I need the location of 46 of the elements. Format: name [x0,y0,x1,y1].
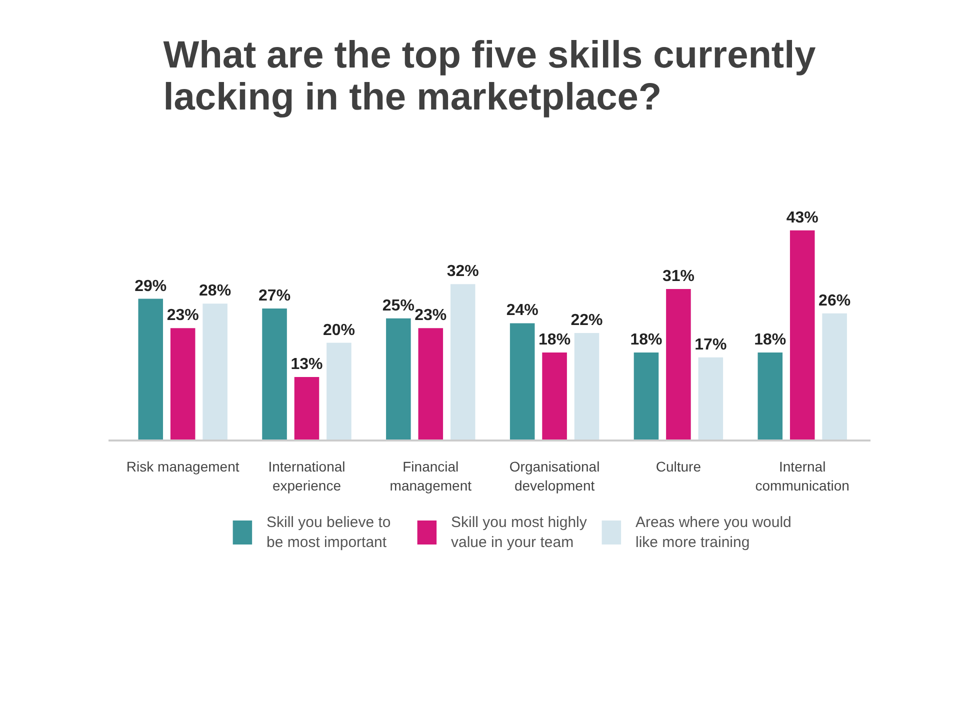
bar [542,352,567,440]
bar [326,342,352,440]
data-label: 18% [754,332,786,349]
bar [294,376,320,440]
bar [418,328,444,440]
x-tick-label: International experience [268,458,346,494]
data-label: 26% [818,292,851,310]
bar [634,352,659,440]
x-tick-label: Internal communication [755,458,850,494]
bar [510,323,535,440]
legend-label: Skill you believe to be most important [266,514,391,552]
data-label: 24% [506,302,538,320]
data-label: 29% [134,278,167,295]
bar [450,284,476,440]
bar [698,357,724,440]
bar [138,298,164,440]
data-label: 13% [290,356,323,373]
x-tick-label: Financial management [390,458,472,494]
bar [790,230,815,440]
data-label: 17% [694,336,727,354]
bar [386,318,411,440]
data-label: 27% [258,288,291,305]
data-label: 31% [662,268,694,285]
chart-title: What are the top five skills currently lacking in the marketplace? [163,34,816,118]
bar [758,352,783,440]
bar [170,328,196,440]
x-tick-label: Organisational development [509,458,600,494]
data-label: 32% [446,263,479,280]
bar [202,304,228,440]
bar [666,289,691,440]
bar [262,308,287,440]
data-label: 23% [414,307,447,324]
x-tick-label: Risk management [126,458,240,474]
legend-label: Skill you most highly value in your team [451,514,588,552]
data-label: 28% [199,282,232,300]
bar [574,332,600,440]
data-label: 43% [786,209,818,226]
data-label: 22% [570,312,603,329]
bar [822,313,847,440]
data-label: 23% [166,307,199,324]
data-label: 20% [322,322,355,339]
data-label: 25% [382,297,414,314]
legend-label: Areas where you would like more training [635,514,792,552]
data-label: 18% [538,332,571,349]
data-label: 18% [630,332,662,349]
x-tick-label: Culture [656,458,702,474]
